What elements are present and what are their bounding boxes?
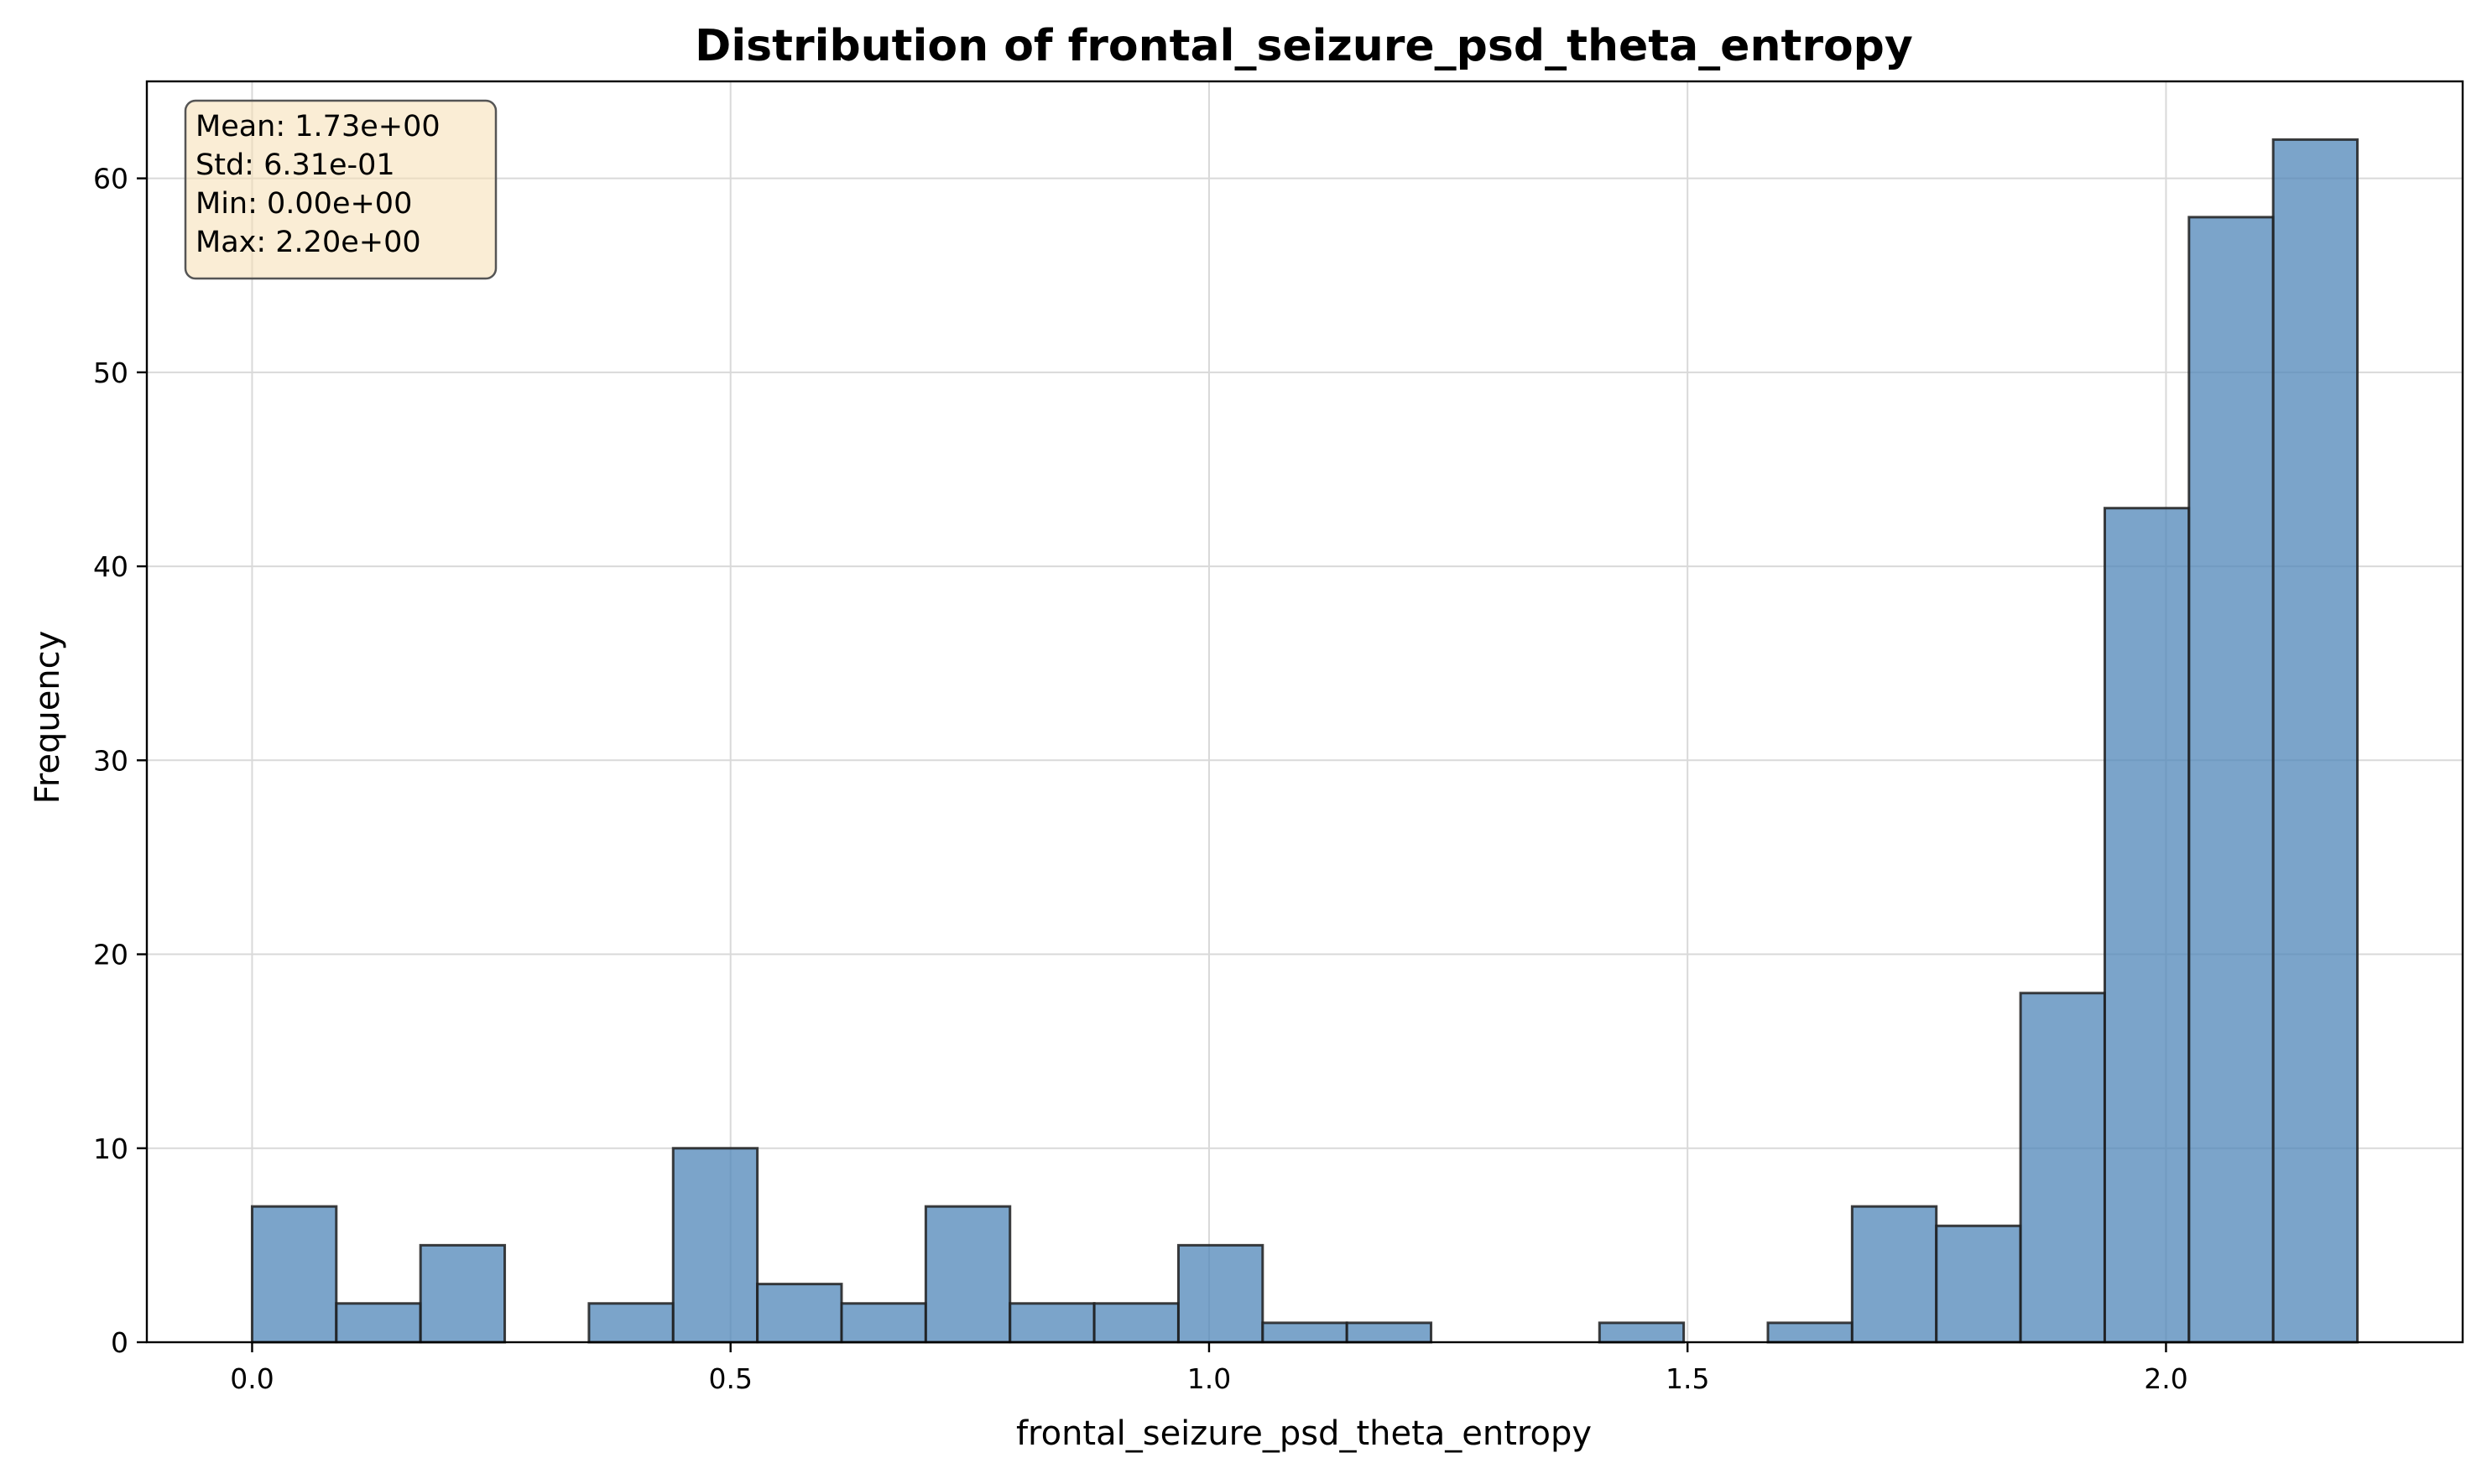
stats-min: Min: 0.00e+00: [196, 187, 412, 221]
histogram-bar: [2019, 992, 2106, 1344]
y-tick-label: 40: [93, 550, 128, 583]
histogram-bar: [250, 1205, 338, 1344]
histogram-bar: [840, 1302, 927, 1344]
y-axis-ticks: 0 10 20 30 40 50 60: [93, 163, 147, 1359]
y-tick-label: 10: [93, 1133, 128, 1165]
plot-area-frame: [145, 80, 2464, 1344]
x-tick-label: 1.5: [1666, 1362, 1709, 1395]
histogram-bar: [419, 1243, 507, 1344]
y-tick-label: 50: [93, 357, 128, 389]
stats-box-background: [184, 99, 498, 280]
histogram-bars: [250, 138, 2359, 1344]
x-tick-label: 0.5: [708, 1362, 752, 1395]
y-tick-label: 30: [93, 744, 128, 777]
histogram-bar: [671, 1147, 759, 1344]
x-tick-label: 2.0: [2144, 1362, 2187, 1395]
histogram-bar: [1598, 1321, 1686, 1344]
histogram-bar: [1261, 1321, 1348, 1344]
y-tick-label: 0: [111, 1326, 128, 1359]
histogram-bar: [924, 1205, 1012, 1344]
x-tick-label: 1.0: [1187, 1362, 1231, 1395]
histogram-bar: [1850, 1205, 1938, 1344]
stats-box: Mean: 1.73e+00 Std: 6.31e-01 Min: 0.00e+…: [184, 99, 498, 280]
histogram-bar: [2271, 138, 2359, 1344]
stats-mean: Mean: 1.73e+00: [196, 110, 441, 143]
histogram-bar: [756, 1283, 843, 1344]
histogram-bar: [1766, 1321, 1854, 1344]
y-tick-label: 60: [93, 163, 128, 195]
stats-max: Max: 2.20e+00: [196, 226, 421, 259]
y-tick-label: 20: [93, 939, 128, 971]
histogram-bar: [587, 1302, 675, 1344]
histogram-bar: [1935, 1224, 2022, 1344]
histogram-bar: [335, 1302, 422, 1344]
histogram-bar: [1009, 1302, 1096, 1344]
histogram-bar: [1092, 1302, 1180, 1344]
x-axis-label: frontal_seizure_psd_theta_entropy: [1016, 1414, 1592, 1453]
x-tick-label: 0.0: [230, 1362, 274, 1395]
histogram-bar: [1176, 1243, 1264, 1344]
y-axis-label: Frequency: [29, 631, 67, 804]
histogram-bar: [2103, 507, 2191, 1344]
histogram-bar: [2187, 216, 2275, 1344]
stats-std: Std: 6.31e-01: [196, 148, 395, 182]
x-axis-ticks: 0.0 0.5 1.0 1.5 2.0: [230, 1342, 2188, 1395]
histogram-bar: [1345, 1321, 1433, 1344]
chart-title: Distribution of frontal_seizure_psd_thet…: [695, 21, 1913, 71]
